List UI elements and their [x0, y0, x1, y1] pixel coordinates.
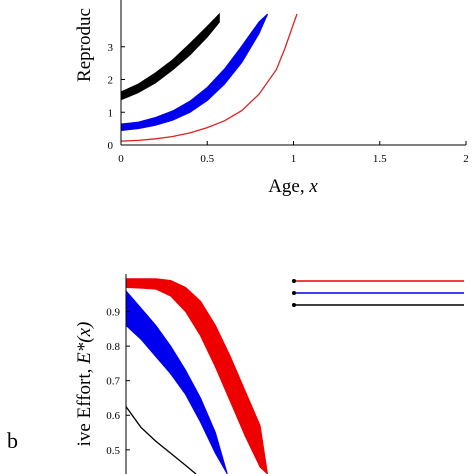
- panel-b-plot-area: [125, 278, 269, 474]
- panel-a-y-ticks: 0 1 2 3: [108, 42, 125, 152]
- panel-b-series-1-band: [125, 289, 228, 474]
- panel-b-y-tick-label: 0.8: [106, 341, 120, 353]
- panel-b-chart: 0.5 0.6 0.7 0.8 0.9 ive Effort, E*(x) b: [7, 274, 464, 474]
- panel-a-x-axis-title-var: x: [308, 176, 318, 197]
- panel-b-legend: [292, 279, 464, 307]
- panel-b-y-axis-title: ive Effort, E*(x): [74, 322, 95, 447]
- panel-a-x-tick-label: 1.5: [373, 153, 387, 165]
- panel-a-series-0-band: [120, 12, 220, 101]
- panel-a-y-tick-label: 1: [108, 107, 114, 119]
- panel-a-plot-area: [120, 12, 298, 142]
- panel-a-chart: 0 1 2 3 0 0.5 1 1.5 2 Reproduc Age, x: [74, 0, 469, 197]
- panel-a-series-2-line: [120, 13, 298, 142]
- panel-a-x-tick-label: 0: [118, 153, 124, 165]
- panel-b-y-tick-label: 0.7: [106, 376, 120, 388]
- panel-a-x-ticks: 0 0.5 1 1.5 2: [118, 141, 469, 165]
- panel-b-legend-marker-1: [292, 291, 296, 295]
- panel-b-y-ticks: 0.5 0.6 0.7 0.8 0.9: [106, 307, 130, 457]
- panel-b-series-0-band: [125, 278, 269, 474]
- panel-a-y-tick-label: 0: [108, 140, 114, 152]
- panel-b-legend-marker-0: [292, 279, 296, 283]
- panel-a-series-1-band: [120, 13, 269, 132]
- panel-a-x-tick-label: 1: [291, 153, 297, 165]
- panel-a-y-tick-label: 3: [108, 42, 114, 54]
- panel-b-y-tick-label: 0.5: [106, 445, 120, 457]
- panel-a-x-tick-label: 2: [463, 153, 469, 165]
- panel-b-series-2-line: [125, 406, 197, 474]
- panel-b-y-tick-label: 0.9: [106, 307, 120, 319]
- panel-a-x-axis-title-text: Age,: [268, 176, 309, 197]
- panel-a-y-tick-label: 2: [108, 75, 114, 87]
- panel-a-x-tick-label: 0.5: [200, 153, 214, 165]
- panel-b-y-axis-title-text: ive Effort,: [74, 364, 95, 447]
- panel-b-y-axis-title-var: E*(x): [74, 322, 95, 365]
- panel-b-letter: b: [7, 428, 18, 453]
- panel-b-legend-marker-2: [292, 303, 296, 307]
- panel-a-y-axis-title: Reproduc: [74, 8, 95, 82]
- panel-a-x-axis-title: Age, x: [268, 176, 318, 197]
- panel-b-y-tick-label: 0.6: [106, 410, 120, 422]
